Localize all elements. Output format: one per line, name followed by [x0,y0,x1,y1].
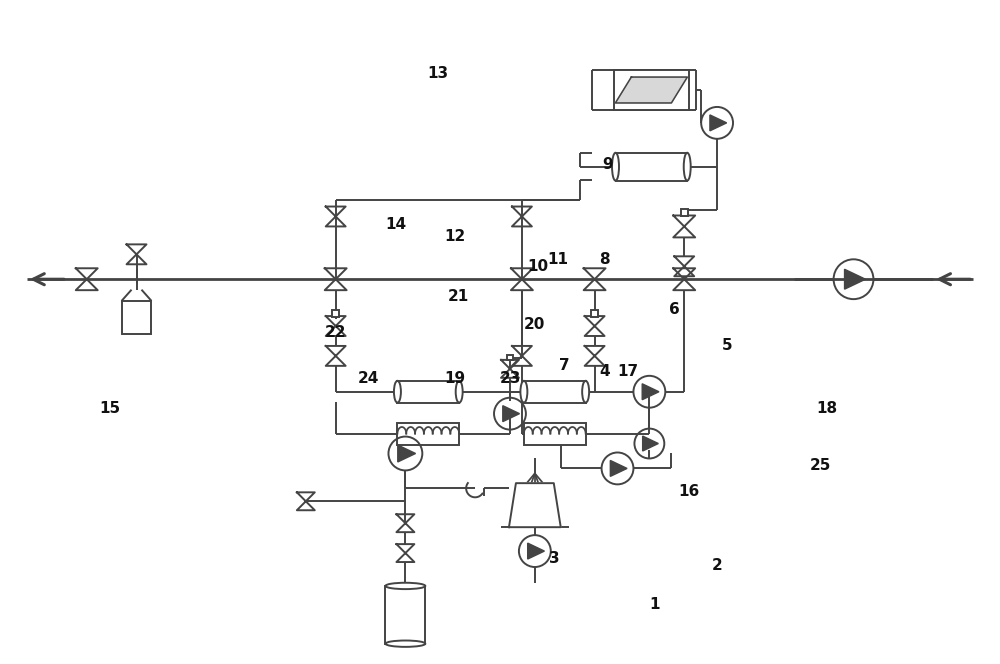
Text: 4: 4 [599,365,610,379]
Bar [397,422,459,444]
Bar [524,380,586,402]
Text: 23: 23 [499,371,521,386]
Polygon shape [503,406,520,422]
Text: 8: 8 [599,252,610,267]
Ellipse shape [385,641,425,647]
Ellipse shape [385,583,425,589]
Text: 7: 7 [559,359,570,373]
Text: 17: 17 [617,365,638,379]
Polygon shape [610,460,627,476]
Ellipse shape [520,380,527,402]
Text: 19: 19 [445,371,466,386]
Ellipse shape [456,380,463,402]
Text: 13: 13 [428,66,449,80]
Text: 1: 1 [649,598,660,612]
Polygon shape [642,384,659,400]
Text: 10: 10 [527,259,548,274]
Text: 12: 12 [445,229,466,244]
Text: 22: 22 [325,325,346,339]
Text: 6: 6 [669,301,680,317]
Bar [385,586,425,643]
Text: 25: 25 [810,458,831,473]
Polygon shape [398,445,416,462]
Polygon shape [710,115,727,131]
Text: 15: 15 [99,401,120,416]
Text: 5: 5 [722,339,732,353]
Bar [507,355,513,361]
Text: 9: 9 [602,157,613,172]
Ellipse shape [582,380,589,402]
Polygon shape [615,77,687,103]
Text: 16: 16 [679,484,700,499]
Bar [122,301,151,335]
Text: 3: 3 [549,550,560,566]
Polygon shape [643,436,658,451]
Ellipse shape [394,380,401,402]
Text: 21: 21 [448,289,469,303]
Text: 11: 11 [547,252,568,267]
Text: 2: 2 [712,558,722,572]
Polygon shape [528,543,544,559]
Bar [332,310,339,317]
Text: 24: 24 [358,371,379,386]
Bar [681,209,688,216]
Text: 14: 14 [385,217,406,232]
Bar [524,422,586,444]
Text: 18: 18 [816,401,837,416]
Bar [614,70,689,110]
Ellipse shape [684,153,691,181]
Ellipse shape [612,153,619,181]
Polygon shape [845,270,865,290]
Bar [397,380,459,402]
Bar [616,153,687,181]
Bar [591,310,598,317]
Polygon shape [509,483,561,527]
Text: 20: 20 [524,317,546,331]
